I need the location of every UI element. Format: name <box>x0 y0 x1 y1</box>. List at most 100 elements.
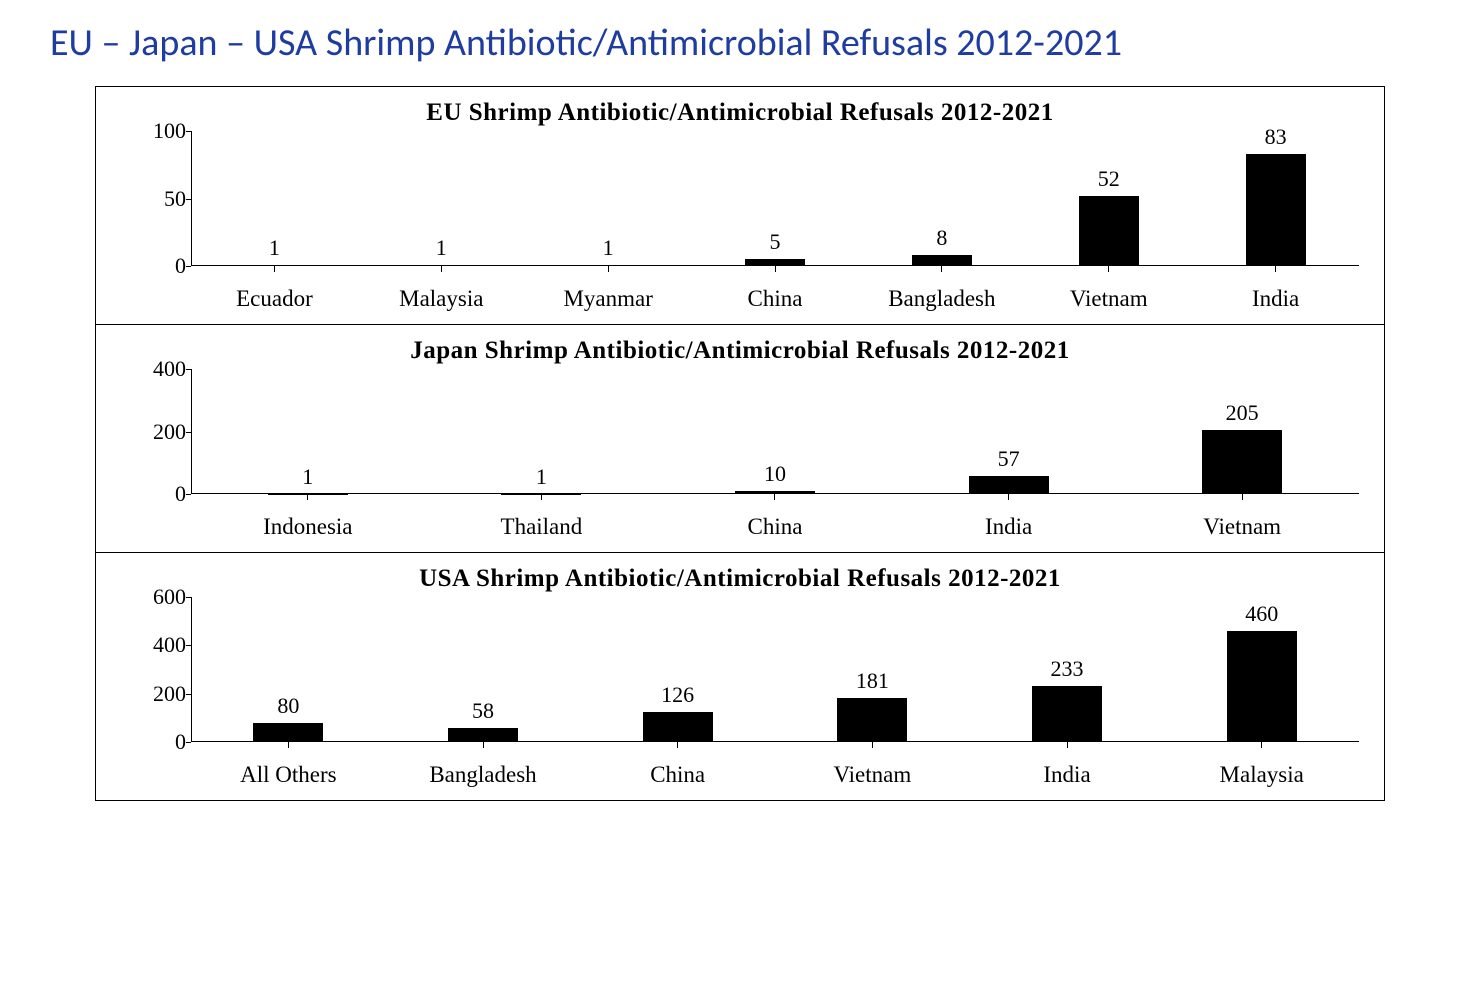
x-label: Vietnam <box>1025 286 1192 312</box>
bar-slot: 1 <box>425 464 659 494</box>
bar-slot: 52 <box>1025 166 1192 266</box>
panel-usa-plot: 600 400 200 0 80 58 126 181 233 460 <box>191 597 1359 742</box>
cat-tick <box>483 742 484 748</box>
bar <box>253 723 323 742</box>
cat-tick <box>941 266 942 272</box>
panel-eu: EU Shrimp Antibiotic/Antimicrobial Refus… <box>96 87 1384 325</box>
bars-usa: 80 58 126 181 233 460 <box>191 597 1359 742</box>
cat-tick <box>1108 266 1109 272</box>
y-label: 100 <box>131 118 186 144</box>
y-label: 0 <box>131 481 186 507</box>
panel-eu-plot: 100 50 0 1 1 1 5 8 52 83 <box>191 131 1359 266</box>
y-label: 400 <box>131 356 186 382</box>
x-axis-labels-eu: Ecuador Malaysia Myanmar China Banglades… <box>191 276 1359 324</box>
bar-value: 460 <box>1245 601 1278 627</box>
panel-usa: USA Shrimp Antibiotic/Antimicrobial Refu… <box>96 553 1384 800</box>
bar <box>1032 686 1102 742</box>
x-label: Myanmar <box>525 286 692 312</box>
x-label: Thailand <box>425 514 659 540</box>
panel-japan-plot: 400 200 0 1 1 10 57 205 <box>191 369 1359 494</box>
bar-slot: 1 <box>191 464 425 494</box>
x-label: India <box>1192 286 1359 312</box>
bar-value: 57 <box>998 446 1020 472</box>
bar-slot: 233 <box>970 656 1165 742</box>
bar <box>643 712 713 742</box>
bar-value: 1 <box>603 235 614 261</box>
cat-tick <box>1067 742 1068 748</box>
bar <box>1202 430 1282 494</box>
bar-slot: 10 <box>658 461 892 494</box>
x-label: Vietnam <box>775 762 970 788</box>
y-label: 0 <box>131 729 186 755</box>
cat-tick <box>274 266 275 272</box>
bar <box>969 476 1049 494</box>
cat-tick <box>541 494 542 500</box>
bar <box>1079 196 1139 266</box>
y-tick <box>186 266 191 267</box>
panel-usa-title: USA Shrimp Antibiotic/Antimicrobial Refu… <box>96 553 1384 597</box>
bar-value: 1 <box>302 464 313 490</box>
y-label: 400 <box>131 632 186 658</box>
y-label: 0 <box>131 253 186 279</box>
bar-value: 80 <box>277 693 299 719</box>
cat-tick <box>677 742 678 748</box>
x-label: Ecuador <box>191 286 358 312</box>
y-label: 600 <box>131 584 186 610</box>
x-label: Indonesia <box>191 514 425 540</box>
cat-tick <box>774 494 775 500</box>
bar-value: 1 <box>269 235 280 261</box>
bar <box>1246 154 1306 266</box>
bar-slot: 58 <box>386 698 581 742</box>
bar-value: 1 <box>536 464 547 490</box>
bars-eu: 1 1 1 5 8 52 83 <box>191 131 1359 266</box>
chart-container: EU Shrimp Antibiotic/Antimicrobial Refus… <box>95 86 1385 801</box>
bar-value: 181 <box>856 668 889 694</box>
bar-slot: 57 <box>892 446 1126 494</box>
y-axis-labels: 600 400 200 0 <box>131 597 186 742</box>
x-label: Malaysia <box>358 286 525 312</box>
y-axis-labels: 400 200 0 <box>131 369 186 494</box>
x-label: China <box>692 286 859 312</box>
y-label: 200 <box>131 681 186 707</box>
bar-slot: 83 <box>1192 124 1359 266</box>
y-axis-labels: 100 50 0 <box>131 131 186 266</box>
cat-tick <box>1242 494 1243 500</box>
bar-slot: 8 <box>858 225 1025 266</box>
panel-japan-title: Japan Shrimp Antibiotic/Antimicrobial Re… <box>96 325 1384 369</box>
x-label: China <box>658 514 892 540</box>
cat-tick <box>288 742 289 748</box>
bar-slot: 1 <box>525 235 692 266</box>
x-axis-labels-usa: All Others Bangladesh China Vietnam Indi… <box>191 752 1359 800</box>
cat-tick <box>1275 266 1276 272</box>
bar-slot: 181 <box>775 668 970 742</box>
y-tick <box>186 742 191 743</box>
x-label: India <box>892 514 1126 540</box>
x-label: Vietnam <box>1125 514 1359 540</box>
cat-tick <box>1261 742 1262 748</box>
bar-value: 205 <box>1226 400 1259 426</box>
bar-value: 83 <box>1265 124 1287 150</box>
bar-slot: 1 <box>358 235 525 266</box>
cat-tick <box>1008 494 1009 500</box>
page-title: EU – Japan – USA Shrimp Antibiotic/Antim… <box>0 0 1480 76</box>
bar-value: 233 <box>1051 656 1084 682</box>
bar-value: 1 <box>436 235 447 261</box>
panel-eu-title: EU Shrimp Antibiotic/Antimicrobial Refus… <box>96 87 1384 131</box>
bar-slot: 1 <box>191 235 358 266</box>
y-label: 200 <box>131 419 186 445</box>
x-label: Bangladesh <box>858 286 1025 312</box>
y-label: 50 <box>131 186 186 212</box>
bar-value: 58 <box>472 698 494 724</box>
cat-tick <box>608 266 609 272</box>
cat-tick <box>775 266 776 272</box>
y-tick <box>186 494 191 495</box>
bar-slot: 460 <box>1164 601 1359 742</box>
bar <box>1227 631 1297 742</box>
bar <box>837 698 907 742</box>
x-label: Malaysia <box>1164 762 1359 788</box>
x-label: All Others <box>191 762 386 788</box>
x-label: China <box>580 762 775 788</box>
bar <box>912 255 972 266</box>
bar-value: 126 <box>661 682 694 708</box>
cat-tick <box>307 494 308 500</box>
